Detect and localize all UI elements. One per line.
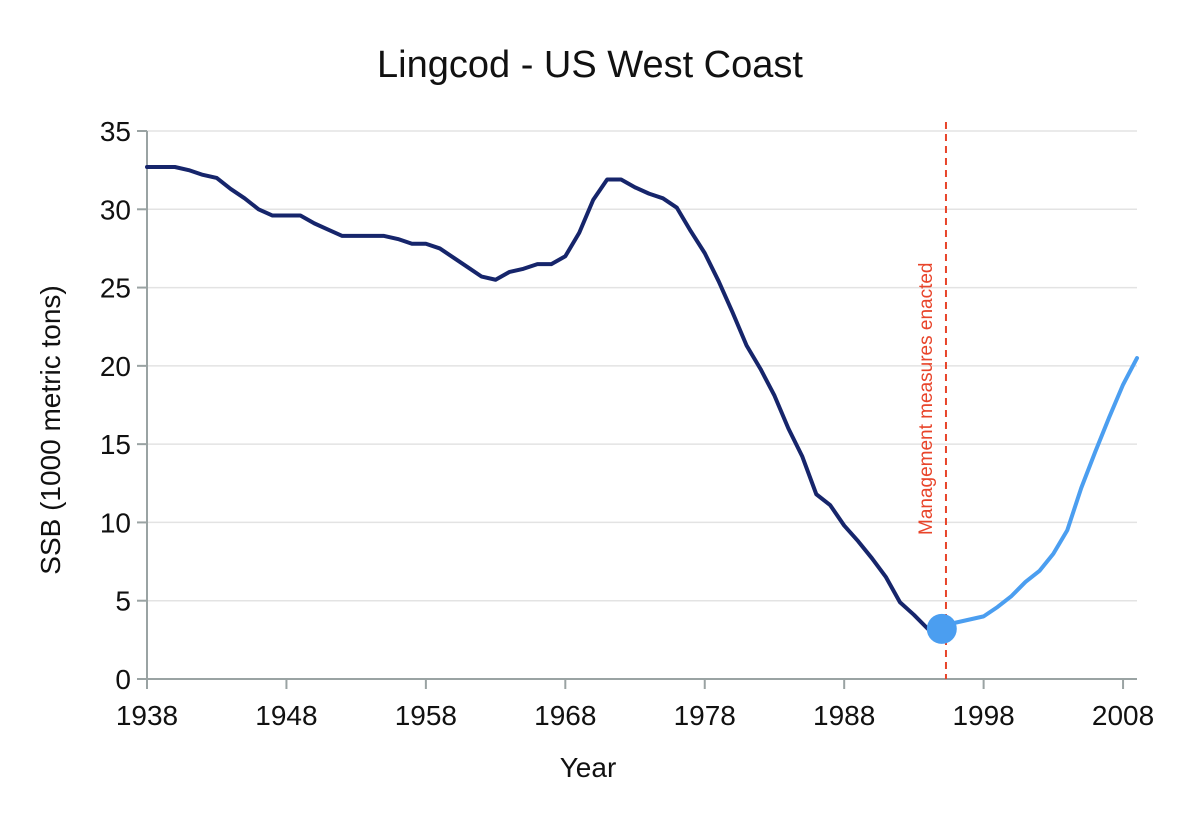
y-tick-label-2: 10 [100,507,131,538]
y-tick-label-4: 20 [100,351,131,382]
series-line-1 [939,356,1139,631]
x-tick-label-7: 2008 [1092,700,1154,731]
y-tick-label-7: 35 [100,116,131,147]
management-annotation: Management measures enacted [916,263,937,536]
x-tick-label-2: 1958 [395,700,457,731]
y-tick-label-3: 15 [100,429,131,460]
x-tick-label-4: 1978 [674,700,736,731]
x-tick-label-0: 1938 [116,700,178,731]
y-tick-label-0: 0 [115,664,131,695]
x-tick-label-3: 1968 [534,700,596,731]
x-axis-ticks: 1938 1948 1958 1968 1978 1988 1998 2008 [116,679,1154,731]
y-tick-label-1: 5 [115,586,131,617]
y-tick-label-6: 30 [100,194,131,225]
highlight-point [926,613,957,644]
y-axis-label: SSB (1000 metric tons) [35,285,66,574]
x-tick-label-6: 1998 [952,700,1014,731]
axes [137,131,1137,680]
y-axis-ticks: 0 5 10 15 20 25 30 35 [100,116,147,695]
series-line-0 [145,165,944,631]
x-tick-label-5: 1988 [813,700,875,731]
series-group [145,165,1139,631]
vertical-marker-group: Management measures enacted [916,122,957,679]
grid-lines [147,130,1137,602]
x-tick-label-1: 1948 [255,700,317,731]
x-axis-label: Year [560,752,617,783]
y-tick-label-5: 25 [100,273,131,304]
chart-title: Lingcod - US West Coast [377,44,803,86]
